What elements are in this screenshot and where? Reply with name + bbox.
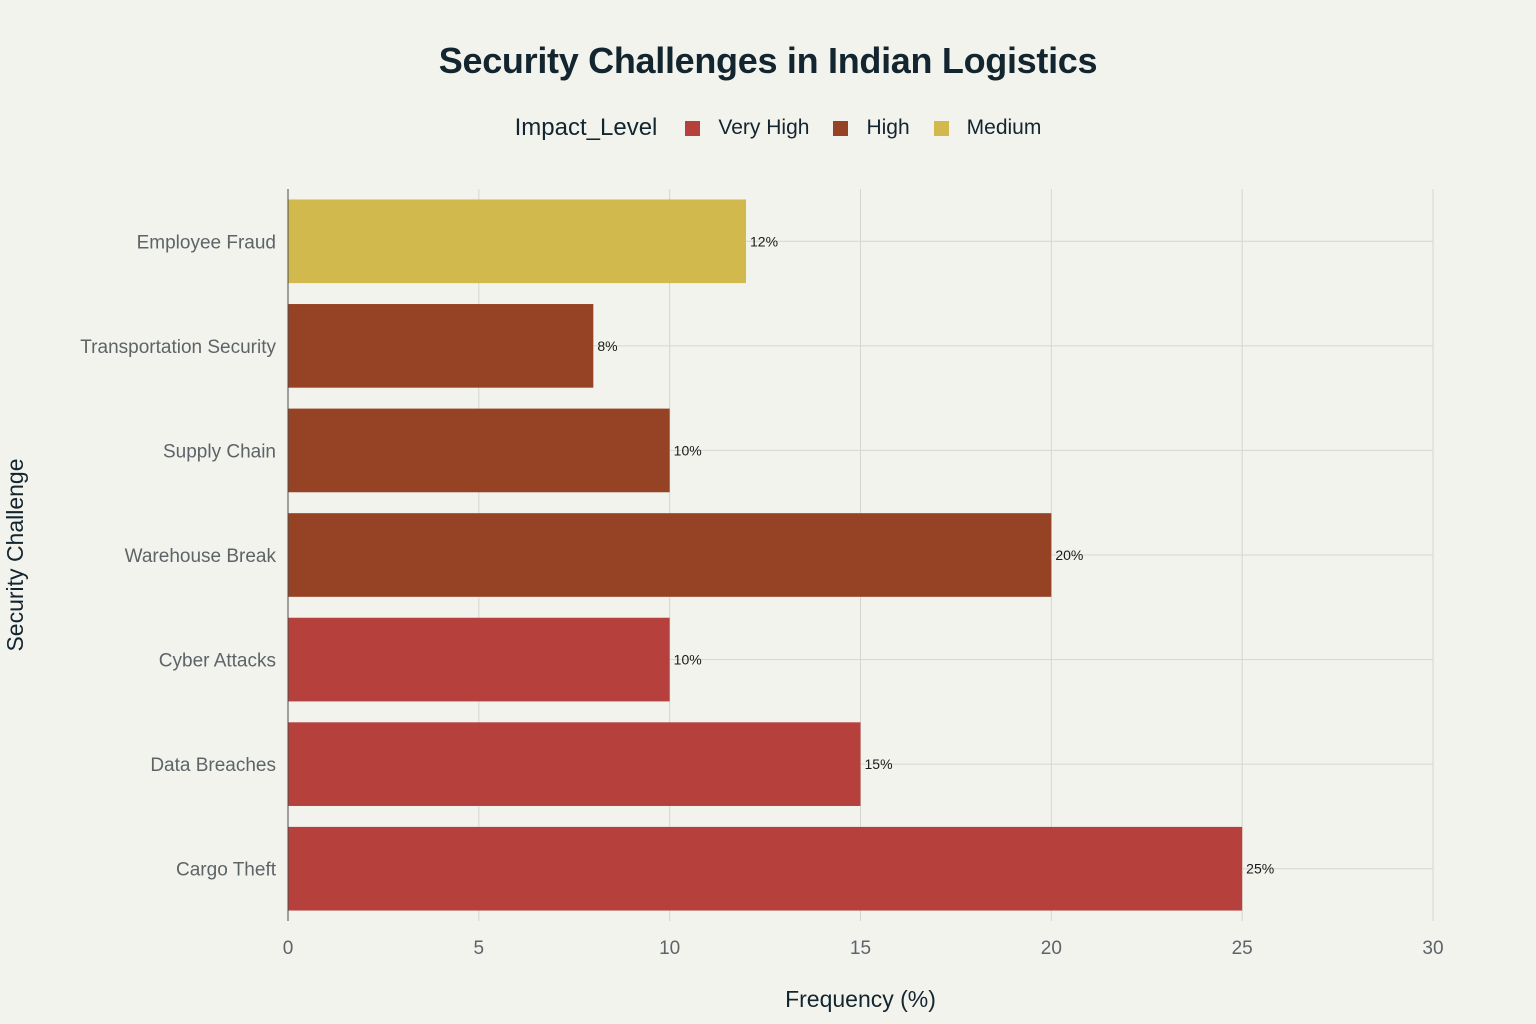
legend-item-high[interactable]: High — [833, 116, 910, 140]
chart-title: Security Challenges in Indian Logistics — [438, 40, 1098, 81]
data-label: 10% — [674, 652, 702, 668]
x-axis-title: Frequency (%) — [785, 986, 936, 1012]
y-tick-label: Employee Fraud — [137, 232, 276, 253]
legend-swatch-high — [833, 120, 849, 136]
data-label: 10% — [674, 442, 702, 458]
x-tick-label: 10 — [659, 938, 680, 959]
legend-label-high: High — [866, 116, 910, 139]
x-tick-label: 25 — [1232, 938, 1253, 959]
x-tick-label: 30 — [1422, 938, 1443, 959]
bar — [288, 617, 670, 702]
data-label: 25% — [1246, 861, 1274, 877]
data-label: 12% — [750, 233, 778, 249]
data-label: 20% — [1055, 547, 1083, 563]
data-label: 8% — [597, 338, 617, 354]
y-tick-label: Data Breaches — [150, 755, 276, 776]
legend-swatch-very-high — [685, 120, 701, 136]
legend-item-very-high[interactable]: Very High — [685, 116, 809, 140]
bar — [288, 199, 746, 284]
y-tick-label: Cyber Attacks — [159, 651, 276, 672]
y-tick-label: Transportation Security — [80, 337, 276, 358]
y-tick-label: Warehouse Break — [125, 546, 277, 567]
legend-item-medium[interactable]: Medium — [933, 116, 1042, 140]
x-tick-label: 20 — [1041, 938, 1062, 959]
data-label: 15% — [865, 756, 893, 772]
y-tick-label: Cargo Theft — [176, 860, 277, 881]
legend: Impact_Level Very High High Medium — [0, 114, 1536, 142]
x-tick-label: 0 — [283, 938, 294, 959]
x-tick-label: 5 — [474, 938, 485, 959]
legend-title: Impact_Level — [514, 114, 658, 141]
x-tick-label: 15 — [850, 938, 871, 959]
bar — [288, 722, 861, 806]
y-tick-label: Supply Chain — [163, 441, 276, 462]
bar — [288, 513, 1052, 597]
labels: 0 5 10 15 20 25 30 Employee Fraud 12% Transportat… — [80, 232, 1443, 959]
bars — [288, 199, 1243, 911]
y-axis-title: Security Challenge — [2, 458, 28, 651]
legend-swatch-medium — [933, 120, 949, 136]
bar — [288, 408, 670, 493]
bar — [288, 304, 594, 388]
legend-label-very-high: Very High — [718, 116, 810, 139]
legend-label-medium: Medium — [966, 116, 1042, 139]
bar — [288, 826, 1243, 911]
